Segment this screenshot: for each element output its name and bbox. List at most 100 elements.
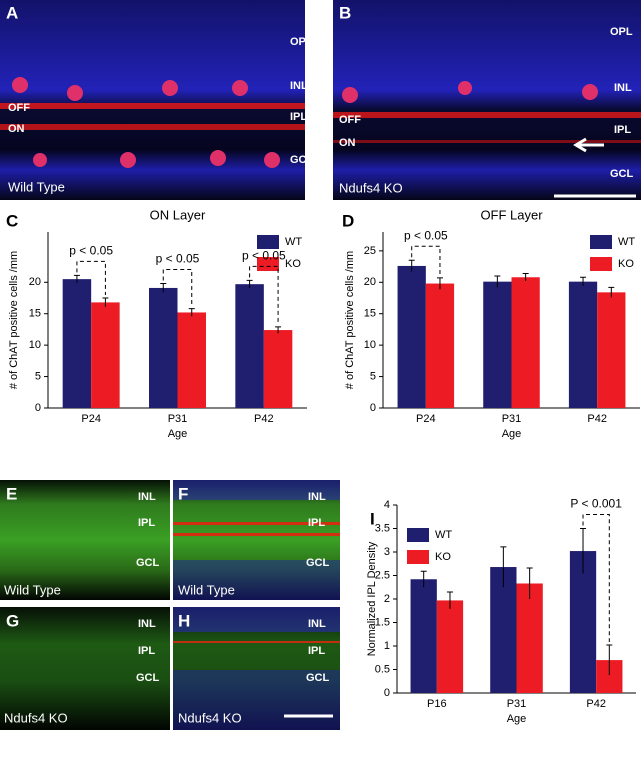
layer-tag: IPL bbox=[308, 645, 325, 657]
error-bar bbox=[580, 276, 587, 287]
y-tick-label: 1 bbox=[384, 640, 390, 652]
significance-label: P < 0.001 bbox=[570, 497, 622, 511]
bar bbox=[569, 551, 597, 693]
layer-tag: IPL bbox=[138, 517, 155, 529]
chart-title: ON Layer bbox=[150, 207, 206, 222]
x-tick-label: P31 bbox=[168, 413, 188, 425]
layer-tag: INL bbox=[614, 82, 632, 94]
significance-label: p < 0.05 bbox=[404, 228, 448, 242]
y-tick-label: 10 bbox=[29, 339, 41, 351]
error-bar bbox=[188, 308, 195, 317]
significance-label: p < 0.05 bbox=[69, 244, 113, 258]
error-bar bbox=[500, 546, 507, 588]
panel-label: A bbox=[6, 3, 18, 22]
y-tick-label: 5 bbox=[370, 370, 376, 382]
error-bar bbox=[494, 275, 501, 288]
layer-tag: OPL bbox=[290, 36, 313, 48]
layer-tag: OFF bbox=[8, 102, 30, 114]
layer-tag: OFF bbox=[339, 114, 361, 126]
error-bar bbox=[608, 286, 615, 298]
y-tick-label: 15 bbox=[364, 308, 376, 320]
error-bar bbox=[522, 272, 529, 282]
y-tick-label: 3.5 bbox=[375, 522, 390, 534]
micrograph bbox=[0, 607, 170, 730]
legend-label: WT bbox=[285, 236, 302, 248]
layer-tag: INL bbox=[138, 618, 156, 630]
panel-f: F INL IPL GCL Wild Type bbox=[173, 480, 340, 600]
on-band bbox=[173, 533, 340, 536]
cells bbox=[12, 77, 280, 168]
caption: Wild Type bbox=[178, 582, 235, 597]
legend-label: KO bbox=[435, 551, 451, 563]
significance-label: p < 0.05 bbox=[242, 249, 286, 263]
bar bbox=[235, 284, 264, 408]
bar bbox=[149, 287, 178, 408]
bar bbox=[425, 283, 455, 408]
panel-label: H bbox=[178, 611, 190, 630]
panel-label: B bbox=[339, 3, 351, 22]
y-tick-label: 15 bbox=[29, 308, 41, 320]
y-axis-label: Normalized IPL Density bbox=[366, 541, 378, 656]
micrograph bbox=[0, 480, 170, 600]
error-bar bbox=[420, 570, 427, 588]
panel-h: H INL IPL GCL Ndufs4 KO bbox=[173, 607, 340, 730]
layer-tag: ON bbox=[8, 123, 25, 135]
x-tick-label: P31 bbox=[507, 698, 527, 710]
x-tick-label: P42 bbox=[586, 698, 606, 710]
layer-tag: INL bbox=[290, 80, 308, 92]
legend-label: WT bbox=[618, 236, 635, 248]
legend-swatch bbox=[407, 528, 429, 542]
panel-label: G bbox=[6, 611, 19, 630]
caption: Ndufs4 KO bbox=[178, 710, 242, 725]
panel-b: B OPL INL OFF IPL ON GCL Ndufs4 KO bbox=[333, 0, 641, 200]
bar bbox=[436, 600, 464, 693]
x-axis-label: Age bbox=[507, 713, 527, 725]
bar bbox=[597, 292, 626, 408]
y-tick-label: 1.5 bbox=[375, 616, 390, 628]
bar bbox=[91, 302, 120, 408]
error-bar bbox=[408, 259, 415, 272]
y-axis-label: # of ChAT positive cells /mm bbox=[344, 251, 356, 389]
nuclei bbox=[173, 480, 340, 500]
y-tick-label: 0 bbox=[370, 402, 376, 414]
panel-e: E INL IPL GCL Wild Type bbox=[0, 480, 170, 600]
bar bbox=[511, 277, 540, 408]
bar bbox=[397, 265, 426, 408]
y-tick-label: 0.5 bbox=[375, 663, 390, 675]
error-bar bbox=[246, 279, 253, 288]
legend-swatch bbox=[257, 257, 279, 271]
bar bbox=[263, 330, 293, 408]
x-axis-label: Age bbox=[168, 428, 188, 440]
y-axis-label: # of ChAT positive cells /mm bbox=[8, 251, 20, 389]
error-bar bbox=[606, 644, 613, 676]
error-bar bbox=[160, 283, 167, 293]
error-bar bbox=[73, 274, 80, 283]
error-bar bbox=[436, 277, 443, 290]
caption: Wild Type bbox=[4, 582, 61, 597]
on-band bbox=[0, 124, 305, 130]
x-tick-label: P24 bbox=[416, 413, 436, 425]
panel-label: E bbox=[6, 484, 17, 503]
layer-tag: OPL bbox=[610, 26, 633, 38]
y-tick-label: 2 bbox=[384, 593, 390, 605]
nuclei bbox=[173, 607, 340, 632]
error-bar bbox=[526, 567, 533, 599]
x-tick-label: P31 bbox=[502, 413, 522, 425]
error-bar bbox=[580, 528, 587, 574]
bar bbox=[177, 312, 206, 408]
chart-title: OFF Layer bbox=[480, 207, 543, 222]
bar bbox=[483, 281, 512, 408]
legend-swatch bbox=[590, 235, 612, 249]
layer-tag: GCL bbox=[306, 557, 330, 569]
bar bbox=[568, 281, 598, 408]
cells bbox=[342, 81, 598, 103]
bar bbox=[62, 279, 92, 408]
nuclei bbox=[173, 670, 340, 730]
caption: Ndufs4 KO bbox=[339, 180, 403, 195]
layer-tag: INL bbox=[138, 491, 156, 503]
caption: Wild Type bbox=[8, 179, 65, 194]
layer-tag: IPL bbox=[308, 517, 325, 529]
y-tick-label: 0 bbox=[35, 402, 41, 414]
error-bar bbox=[446, 591, 453, 609]
x-axis-label: Age bbox=[502, 428, 522, 440]
